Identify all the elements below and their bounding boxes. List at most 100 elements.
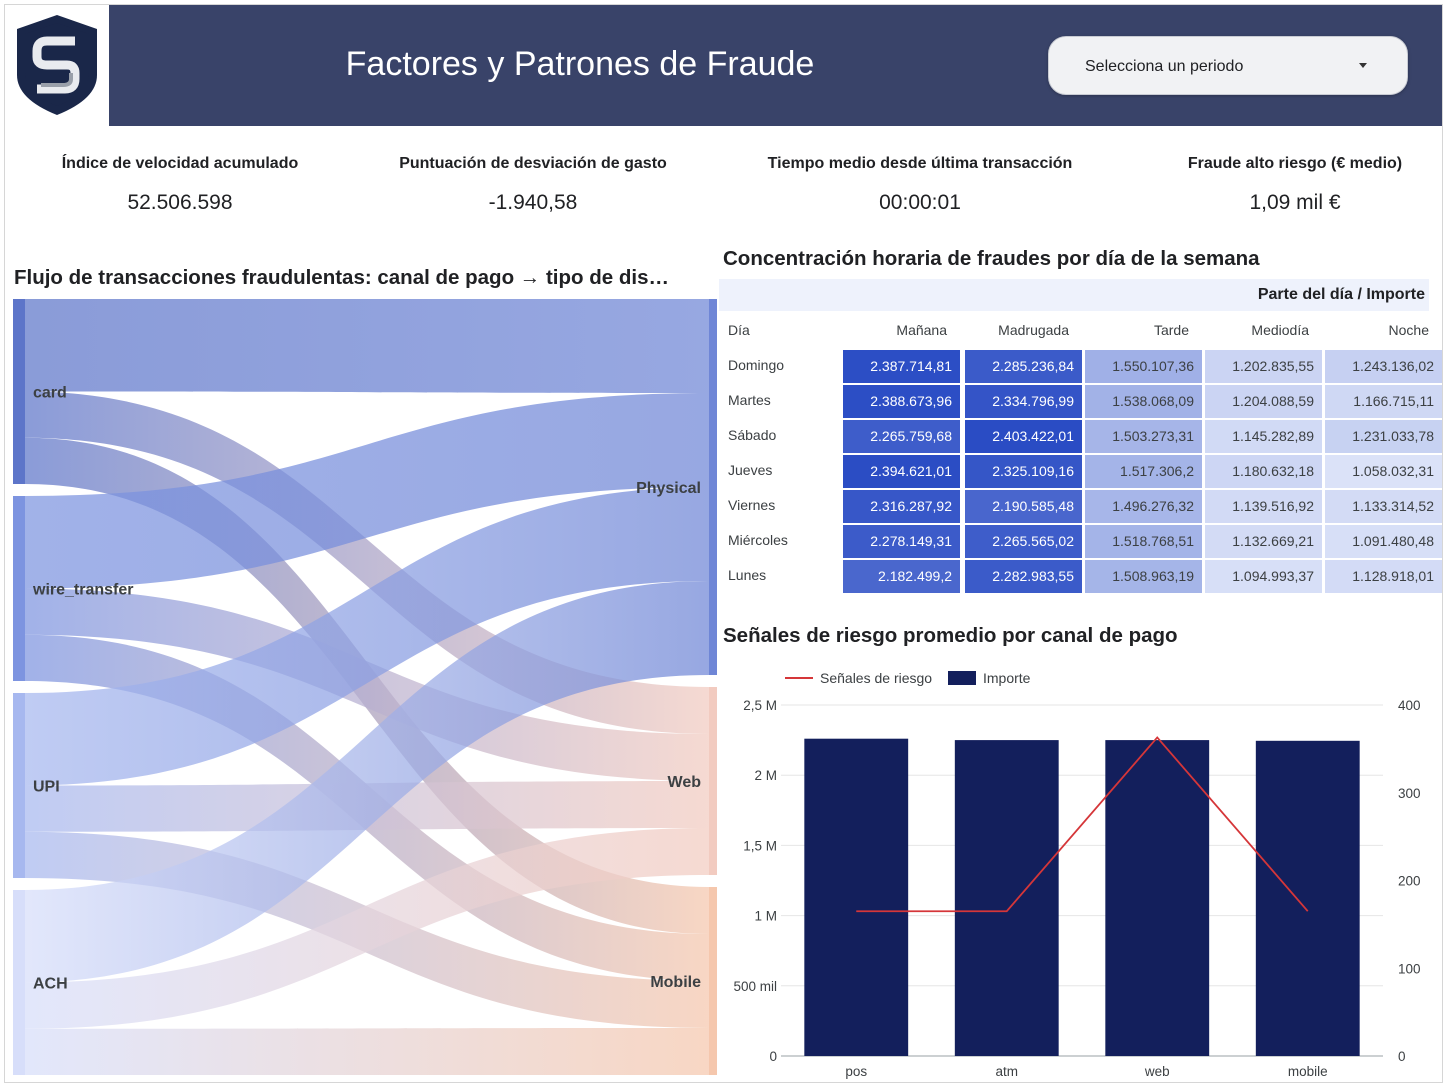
y-tick-label: 2,5 M bbox=[743, 698, 777, 713]
heatmap-cell: 2.278.149,31 bbox=[843, 525, 960, 558]
sankey-node-wire_transfer bbox=[13, 496, 25, 681]
heatmap-cell: 2.388.673,96 bbox=[843, 385, 960, 418]
heatmap-row: Martes 2.388.673,96 2.334.796,99 1.538.068,… bbox=[719, 384, 1442, 419]
heatmap-cell: 2.394.621,01 bbox=[843, 455, 960, 488]
heatmap-cell: 2.316.287,92 bbox=[843, 490, 960, 523]
heatmap-cell: 2.182.499,2 bbox=[843, 560, 960, 593]
sankey-target-label: Web bbox=[668, 774, 702, 791]
heatmap-header-label: Parte del día / Importe bbox=[1257, 286, 1425, 303]
heatmap-column-header: Tarde bbox=[1153, 322, 1189, 338]
heatmap-cell: 2.387.714,81 bbox=[843, 350, 960, 383]
heatmap-cell: 1.550.107,36 bbox=[1085, 350, 1202, 383]
kpi-label: Puntuación de desviación de gasto bbox=[399, 155, 667, 172]
y-tick-label: 500 mil bbox=[733, 979, 777, 994]
kpi-velocity-index: Índice de velocidad acumulado 52.506.598 bbox=[45, 155, 315, 215]
heatmap-cell: 1.128.918,01 bbox=[1325, 560, 1442, 593]
period-dropdown[interactable]: Selecciona un periodo bbox=[1048, 36, 1408, 95]
heatmap-cell: 2.282.983,55 bbox=[965, 560, 1082, 593]
heatmap-body: Domingo 2.387.714,81 2.285.236,84 1.550.107… bbox=[719, 349, 1442, 594]
sankey-node-UPI bbox=[13, 693, 25, 878]
heatmap-day-label: Martes bbox=[728, 392, 771, 408]
chevron-down-icon bbox=[1359, 63, 1367, 68]
heatmap-day-label: Sábado bbox=[728, 427, 777, 443]
logo bbox=[5, 5, 109, 126]
heatmap-cell: 1.518.768,51 bbox=[1085, 525, 1202, 558]
kpi-high-risk-fraud: Fraude alto riesgo (€ medio) 1,09 mil € bbox=[1165, 155, 1425, 215]
heatmap-cell: 1.202.835,55 bbox=[1205, 350, 1322, 383]
sankey-target-label: Mobile bbox=[650, 974, 701, 991]
heatmap-cell: 1.538.068,09 bbox=[1085, 385, 1202, 418]
bar-pos bbox=[804, 738, 909, 1056]
shield-s-logo-icon bbox=[17, 15, 97, 115]
kpi-label: Fraude alto riesgo (€ medio) bbox=[1187, 155, 1403, 172]
y2-tick-label: 300 bbox=[1398, 786, 1421, 801]
sankey-chart: card wire_transfer UPI ACH Physical Web Mobile bbox=[13, 299, 717, 1075]
y2-tick-label: 200 bbox=[1398, 874, 1421, 889]
sankey-source-label: card bbox=[33, 385, 67, 402]
heatmap-cell: 1.166.715,11 bbox=[1325, 385, 1442, 418]
sankey-source-label: ACH bbox=[33, 976, 68, 993]
y-tick-label: 1,5 M bbox=[743, 838, 777, 853]
risk-signal-line bbox=[856, 736, 1309, 913]
x-tick-label: mobile bbox=[1288, 1064, 1328, 1079]
heatmap-day-label: Viernes bbox=[728, 497, 776, 513]
heatmap-cell: 2.334.796,99 bbox=[965, 385, 1082, 418]
heatmap-day-label: Jueves bbox=[728, 462, 773, 478]
heatmap-day-label: Domingo bbox=[728, 357, 785, 373]
sankey-link-ACH-Web bbox=[25, 828, 709, 1029]
heatmap-column-headers: Día Mañana Madrugada Tarde Mediodía Noche bbox=[719, 311, 1429, 349]
heatmap-row: Lunes 2.182.499,2 2.282.983,55 1.508.963,19… bbox=[719, 559, 1442, 594]
legend-bar-swatch bbox=[948, 671, 976, 685]
sankey-node-Physical bbox=[709, 299, 717, 675]
sankey-title: Flujo de transacciones fraudulentas: can… bbox=[14, 266, 669, 289]
heatmap-row: Sábado 2.265.759,68 2.403.422,01 1.503.273,… bbox=[719, 419, 1442, 454]
dashboard-frame: Factores y Patrones de Fraude Selecciona… bbox=[4, 4, 1443, 1083]
y2-tick-label: 400 bbox=[1398, 698, 1421, 713]
combo-title: Señales de riesgo promedio por canal de … bbox=[723, 624, 1178, 647]
heatmap-cell: 2.190.585,48 bbox=[965, 490, 1082, 523]
heatmap-cell: 1.132.669,21 bbox=[1205, 525, 1322, 558]
kpi-value: 1,09 mil € bbox=[1249, 191, 1341, 214]
heatmap-cell: 1.243.136,02 bbox=[1325, 350, 1442, 383]
heatmap-cell: 1.508.963,19 bbox=[1085, 560, 1202, 593]
heatmap-column-header: Madrugada bbox=[998, 322, 1069, 338]
heatmap-row: Jueves 2.394.621,01 2.325.109,16 1.517.306,… bbox=[719, 454, 1442, 489]
sankey-link-wire_transfer-Web bbox=[25, 588, 709, 781]
heatmap-row: Domingo 2.387.714,81 2.285.236,84 1.550.107… bbox=[719, 349, 1442, 384]
heatmap-header: Parte del día / Importe bbox=[719, 279, 1429, 311]
header-bar: Factores y Patrones de Fraude Selecciona… bbox=[5, 5, 1442, 126]
heatmap-cell: 2.403.422,01 bbox=[965, 420, 1082, 453]
heatmap-column-header: Mañana bbox=[896, 322, 947, 338]
sankey-source-label: wire_transfer bbox=[32, 582, 134, 599]
heatmap-row: Viernes 2.316.287,92 2.190.585,48 1.496.276… bbox=[719, 489, 1442, 524]
y-tick-label: 0 bbox=[769, 1049, 777, 1064]
kpi-label: Índice de velocidad acumulado bbox=[61, 155, 299, 172]
bar-mobile bbox=[1255, 740, 1360, 1056]
heatmap-cell: 1.204.088,59 bbox=[1205, 385, 1322, 418]
heatmap-cell: 1.094.993,37 bbox=[1205, 560, 1322, 593]
heatmap-cell: 2.265.759,68 bbox=[843, 420, 960, 453]
heatmap-cell: 1.231.033,78 bbox=[1325, 420, 1442, 453]
heatmap-day-label: Lunes bbox=[728, 567, 767, 583]
x-tick-label: pos bbox=[845, 1064, 867, 1079]
sankey-link-UPI-Physical bbox=[25, 487, 709, 786]
sankey-link-wire_transfer-Physical bbox=[25, 393, 709, 589]
heatmap-title: Concentración horaria de fraudes por día… bbox=[723, 247, 1260, 270]
sankey-node-card bbox=[13, 299, 25, 484]
y-tick-label: 2 M bbox=[754, 768, 777, 783]
sankey-node-ACH bbox=[13, 890, 25, 1075]
legend-label: Importe bbox=[983, 670, 1031, 686]
heatmap-cell: 1.091.480,48 bbox=[1325, 525, 1442, 558]
heatmap-day-label: Miércoles bbox=[728, 532, 788, 548]
sankey-node-Web bbox=[709, 687, 717, 875]
kpi-label: Tiempo medio desde última transacción bbox=[767, 155, 1073, 172]
heatmap-table: Parte del día / Importe Día Mañana Madruga… bbox=[719, 279, 1442, 594]
page-title: Factores y Patrones de Fraude bbox=[345, 45, 815, 83]
kpi-spend-deviation: Puntuación de desviación de gasto -1.940… bbox=[383, 155, 683, 215]
kpi-mean-time-since-last: Tiempo medio desde última transacción 00… bbox=[750, 155, 1090, 215]
bar-web bbox=[1105, 740, 1210, 1056]
kpi-value: 00:00:01 bbox=[879, 191, 961, 214]
combo-chart: 0 500 mil 1 M 1,5 M 2 M 2,5 M 0 100 200 300 400 pos… bbox=[733, 670, 1421, 1079]
period-dropdown-label: Selecciona un periodo bbox=[1085, 58, 1244, 75]
heatmap-cell: 2.325.109,16 bbox=[965, 455, 1082, 488]
